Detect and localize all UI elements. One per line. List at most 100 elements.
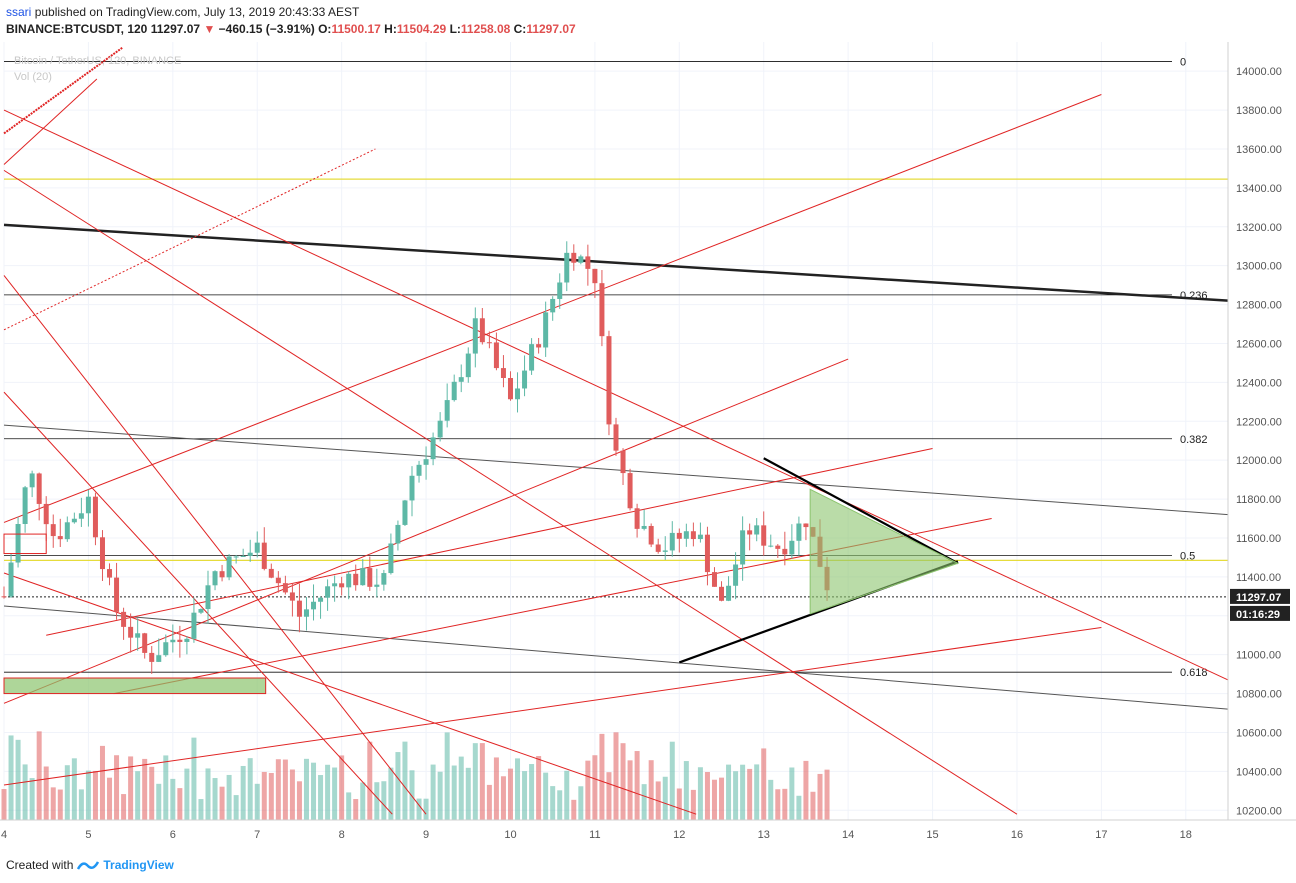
candle-body	[634, 508, 640, 529]
candle-body	[275, 577, 281, 584]
price-tick-label: 12400.00	[1236, 377, 1282, 389]
volume-bar	[57, 789, 63, 820]
volume-bar	[388, 767, 394, 820]
time-tick-label: 13	[758, 829, 770, 841]
volume-bar	[219, 786, 225, 820]
candle-body	[697, 534, 703, 540]
candle-body	[205, 585, 211, 610]
red-descending-3	[3, 275, 427, 815]
candle-body	[599, 283, 605, 337]
candle-body	[247, 552, 253, 556]
price-tick-label: 14000.00	[1236, 66, 1282, 78]
time-tick-label: 12	[673, 829, 685, 841]
candle-body	[64, 522, 70, 540]
volume-bar	[515, 758, 521, 820]
volume-bar	[268, 772, 274, 820]
candle-body	[550, 298, 556, 313]
volume-bar	[135, 771, 141, 820]
volume-bar	[662, 776, 668, 820]
tradingview-brand[interactable]: TradingView	[103, 858, 174, 872]
candle-body	[662, 550, 668, 552]
time-tick-label: 16	[1011, 829, 1023, 841]
high-value: 11504.29	[396, 22, 447, 36]
candle-body	[22, 487, 28, 525]
volume-bar	[444, 732, 450, 820]
red-channel-bottom	[3, 626, 1102, 786]
volume-bar	[275, 759, 281, 820]
volume-bar	[339, 755, 345, 820]
candle-body	[402, 500, 408, 525]
candle-body	[444, 400, 450, 421]
candle-body	[500, 368, 506, 379]
volume-bar	[205, 768, 211, 820]
price-tick-label: 11400.00	[1236, 572, 1281, 584]
volume-bar	[437, 771, 443, 820]
candle-body	[50, 524, 56, 537]
time-tick-label: 11	[589, 829, 600, 841]
candle-body	[719, 586, 725, 601]
candle-body	[592, 268, 598, 284]
candle-body	[346, 573, 352, 588]
candle-body	[789, 540, 795, 555]
volume-bar	[627, 760, 633, 820]
publish-info: ssari published on TradingView.com, July…	[6, 5, 359, 19]
volume-bar	[782, 788, 788, 820]
candle-body	[711, 572, 717, 587]
volume-bar	[592, 755, 598, 820]
candle-body	[142, 633, 148, 653]
volume-bar	[726, 764, 732, 820]
red-descending-2	[3, 169, 1018, 815]
volume-bar	[810, 791, 816, 820]
candle-body	[92, 496, 98, 538]
candle-body	[114, 577, 120, 612]
volume-bar	[128, 756, 134, 820]
candle-body	[733, 564, 739, 586]
volume-bar	[789, 767, 795, 820]
time-tick-label: 10	[504, 829, 516, 841]
price-tick-label: 11600.00	[1236, 533, 1281, 545]
countdown-tag-text: 01:16:29	[1236, 609, 1280, 621]
volume-bar	[550, 786, 556, 820]
candle-body	[289, 592, 295, 601]
green-triangle-pattern	[809, 488, 960, 615]
last-price-tag-text: 11297.07	[1236, 592, 1281, 604]
candle-body	[1, 596, 7, 598]
gray-trendline-upper	[3, 424, 1229, 516]
candle-body	[107, 569, 113, 578]
green-support-box	[3, 677, 267, 695]
footer: Created with TradingView	[6, 858, 174, 872]
candle-body	[754, 525, 760, 535]
candle-body	[613, 424, 619, 451]
candle-body	[782, 548, 788, 555]
volume-bar	[311, 762, 317, 820]
price-tick-label: 13800.00	[1236, 105, 1282, 117]
candle-body	[318, 597, 324, 602]
author-username[interactable]: ssari	[6, 5, 32, 19]
ohlc-legend: BINANCE:BTCUSDT, 120 11297.07 ▼ −460.15 …	[6, 22, 576, 36]
candle-body	[36, 473, 42, 504]
price-tick-label: 12600.00	[1236, 338, 1282, 350]
volume-bar	[472, 743, 478, 820]
candle-body	[261, 542, 267, 569]
volume-bar	[332, 767, 338, 820]
volume-bar	[768, 779, 774, 820]
volume-bar	[360, 782, 366, 820]
countdown-tag	[1230, 605, 1290, 621]
volume-bar	[740, 764, 746, 820]
candle-body	[71, 518, 77, 523]
candle-body	[85, 496, 91, 514]
volume-bar	[163, 755, 169, 820]
fib-level-label: 0.618	[1180, 667, 1208, 679]
candle-body	[585, 256, 591, 269]
candle-body	[430, 437, 436, 460]
volume-bar	[817, 773, 823, 820]
fib-level-label: 0.5	[1180, 550, 1195, 562]
volume-bar	[191, 737, 197, 820]
candle-body	[690, 531, 696, 540]
candle-body	[655, 544, 661, 552]
candle-body	[564, 252, 570, 283]
candle-body	[472, 318, 478, 354]
drawings[interactable]	[3, 488, 960, 695]
faded-symbol-title: Bitcoin / TetherUS, 120, BINANCE	[14, 55, 181, 67]
